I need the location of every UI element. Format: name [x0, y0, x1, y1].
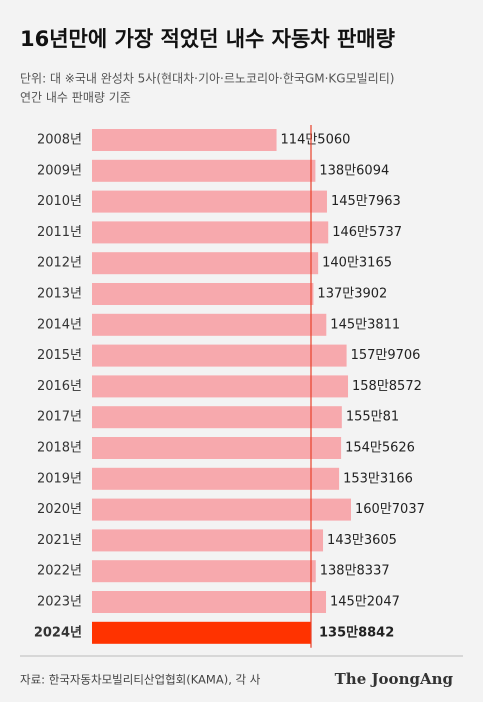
bar [92, 159, 316, 182]
bar [92, 344, 347, 367]
bar [92, 313, 327, 336]
value-label: 145만7963 [331, 194, 401, 209]
value-label: 158만8572 [352, 379, 422, 394]
bar [92, 283, 314, 305]
bar [92, 190, 327, 213]
bar [92, 621, 311, 644]
y-tick-label: 2022년 [37, 564, 82, 579]
source: 자료: 한국자동차모빌리티산업협회(KAMA), 각 사 [20, 673, 261, 687]
value-label: 153만3166 [343, 471, 413, 486]
bar [92, 375, 349, 398]
brand: The JoongAng [335, 670, 454, 688]
y-tick-label: 2023년 [37, 595, 82, 610]
value-label: 157만9706 [351, 348, 421, 363]
y-tick-label: 2009년 [37, 163, 82, 178]
y-tick-label: 2021년 [37, 533, 82, 548]
value-label: 143만3605 [327, 533, 397, 548]
value-label: 155만81 [346, 410, 399, 425]
subtitle: 단위: 대 ※국내 완성차 5사(현대차·기아·르노코리아·한국GM·KG모빌리… [20, 72, 394, 86]
value-label: 138만6094 [319, 163, 389, 178]
bar [92, 129, 277, 151]
y-tick-label: 2018년 [37, 441, 82, 456]
chart-title: 16년만에 가장 적었던 내수 자동차 판매량 [20, 27, 395, 51]
value-label: 154만5626 [345, 441, 415, 456]
value-label: 140만3165 [322, 256, 392, 271]
value-label: 145만3811 [330, 317, 400, 332]
value-label: 145만2047 [330, 595, 400, 610]
y-tick-label: 2024년 [34, 625, 82, 640]
bar [92, 529, 324, 552]
y-tick-label: 2012년 [37, 256, 82, 271]
y-tick-label: 2015년 [37, 348, 82, 363]
bar [92, 467, 340, 490]
bar [92, 437, 342, 459]
y-tick-label: 2010년 [37, 194, 82, 209]
value-label: 114만5060 [281, 133, 351, 148]
bar [92, 498, 351, 521]
value-label: 146만5737 [332, 225, 402, 240]
bar [92, 560, 316, 583]
value-label: 137만3902 [317, 287, 387, 302]
bar [92, 406, 342, 429]
y-tick-label: 2013년 [37, 287, 82, 302]
value-label: 160만7037 [355, 502, 425, 517]
subtitle: 연간 내수 판매량 기준 [20, 91, 131, 105]
value-label: 135만8842 [319, 624, 394, 640]
y-tick-label: 2016년 [37, 379, 82, 394]
y-tick-label: 2020년 [37, 502, 82, 517]
bar [92, 252, 319, 275]
bar [92, 591, 327, 613]
value-label: 138만8337 [320, 564, 390, 579]
y-tick-label: 2014년 [37, 317, 82, 332]
y-tick-label: 2017년 [37, 410, 82, 425]
y-tick-label: 2011년 [37, 225, 82, 240]
bar [92, 221, 329, 244]
y-tick-label: 2019년 [37, 471, 82, 486]
y-tick-label: 2008년 [37, 133, 82, 148]
